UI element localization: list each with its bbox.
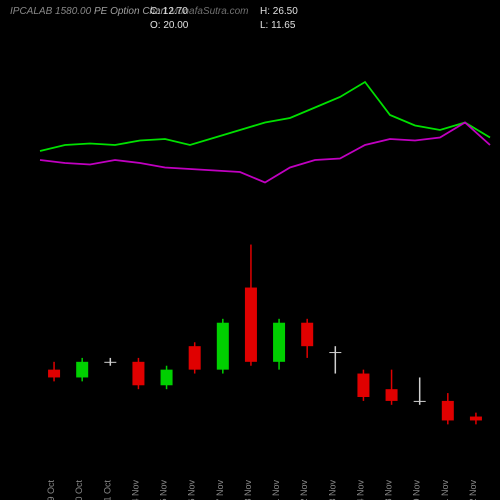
x-axis-label: 04 Nov: [130, 480, 140, 500]
candle-body: [442, 401, 454, 421]
ohlc-h-val: 26.50: [273, 6, 298, 17]
ohlc-c-label: C:: [150, 6, 160, 17]
x-axis-label: 07 Nov: [215, 480, 225, 500]
x-axis-label: 12 Nov: [299, 480, 309, 500]
x-axis-label: 22 Nov: [468, 480, 478, 500]
x-axis-label: 31 Oct: [102, 480, 112, 500]
x-axis-label: 18 Nov: [384, 480, 394, 500]
title-type: PE Option: [94, 6, 140, 17]
candle-body: [357, 374, 369, 397]
x-axis-label: 11 Nov: [271, 480, 281, 500]
x-axis-label: 19 Nov: [412, 480, 422, 500]
indicator-line-b: [40, 123, 490, 183]
candle-body: [470, 417, 482, 421]
ohlc-h-label: H:: [260, 6, 270, 17]
x-axis-label: 30 Oct: [74, 480, 84, 500]
candle-body: [132, 362, 144, 385]
ohlc-c-val: 12.70: [163, 6, 188, 17]
x-axis-label: 08 Nov: [243, 480, 253, 500]
x-axis-label: 05 Nov: [159, 480, 169, 500]
candle-body: [273, 323, 285, 362]
chart-container: { "title": { "symbol": "IPCALAB 1580.00"…: [0, 0, 500, 500]
title-symbol: IPCALAB 1580.00: [10, 6, 91, 17]
candle-body: [189, 346, 201, 369]
x-axis-label: 13 Nov: [327, 480, 337, 500]
candle-body: [414, 401, 426, 402]
chart-title: IPCALAB 1580.00 PE Option Chart MunafaSu…: [10, 6, 249, 17]
x-axis-label: 29 Oct: [46, 480, 56, 500]
candle-body: [245, 288, 257, 362]
candle-body: [386, 389, 398, 401]
candle-body: [217, 323, 229, 370]
ohlc-h: H: 26.50: [260, 6, 298, 17]
indicator-line-a: [40, 82, 490, 151]
x-axis-label: 06 Nov: [187, 480, 197, 500]
candle-body: [104, 362, 116, 363]
x-axis-label: 14 Nov: [355, 480, 365, 500]
candle-body: [329, 352, 341, 353]
candle-body: [48, 370, 60, 378]
candle-body: [161, 370, 173, 386]
x-axis-label: 21 Nov: [440, 480, 450, 500]
candle-body: [76, 362, 88, 378]
ohlc-c: C: 12.70: [150, 6, 188, 17]
chart-svg: 29 Oct 30 Oct 31 Oct 04 Nov 05 Nov 06 Nov 07 N…: [0, 25, 500, 500]
candle-body: [301, 323, 313, 346]
